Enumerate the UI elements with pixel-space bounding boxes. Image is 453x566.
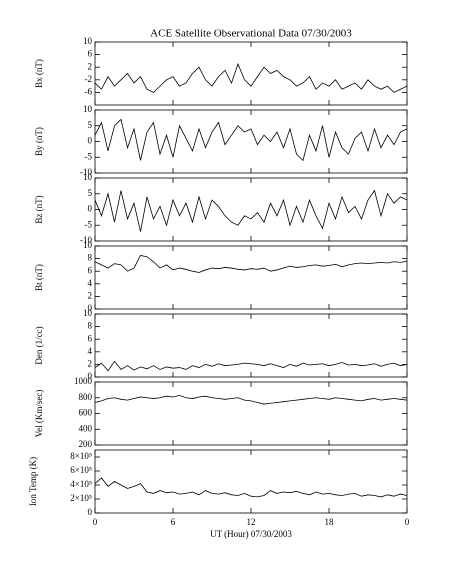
y-tick-label: 400 [79, 423, 93, 433]
y-tick-label: -5 [85, 219, 93, 229]
y-tick-label: -10 [80, 167, 92, 177]
y-axis-label: Bx (nT) [34, 59, 44, 88]
x-tick-label: 12 [247, 517, 256, 527]
y-tick-label: 10 [83, 104, 93, 114]
y-tick-label: 1000 [74, 376, 93, 386]
data-line [94, 118, 408, 162]
y-tick-label: -5 [85, 151, 93, 161]
y-tick-label: 600 [79, 408, 93, 418]
x-tick-label: 0 [93, 517, 98, 527]
x-tick-label: 18 [325, 517, 335, 527]
data-line [94, 62, 408, 93]
y-tick-label: 8 [88, 321, 93, 331]
panel-frame [94, 381, 408, 446]
y-tick-label: 800 [79, 392, 93, 402]
y-tick-label: 10 [83, 36, 93, 46]
y-tick-label: 2×10⁵ [70, 493, 92, 503]
y-tick-label: 0 [88, 371, 93, 381]
data-line [94, 255, 408, 273]
x-tick-label: 6 [171, 517, 176, 527]
y-tick-label: 6×10⁵ [70, 465, 92, 475]
y-tick-label: 8 [88, 253, 93, 263]
y-tick-label: 10 [83, 172, 93, 182]
y-tick-label: 200 [79, 439, 93, 449]
y-tick-label: -6 [85, 86, 93, 96]
y-tick-label: -10 [80, 235, 92, 245]
y-tick-label: 5 [88, 188, 93, 198]
y-axis-label: By (nT) [34, 127, 44, 156]
y-tick-label: 0 [88, 204, 93, 214]
y-axis-label: Bz (nT) [34, 195, 44, 223]
y-tick-label: 5 [88, 120, 93, 130]
y-axis-label: Bt (nT) [34, 264, 44, 291]
y-tick-label: 8×10⁵ [70, 451, 92, 461]
data-line [94, 189, 408, 232]
y-tick-label: -2 [85, 74, 93, 84]
y-tick-label: 10 [83, 240, 93, 250]
x-axis-label: UT (Hour) 07/30/2003 [210, 529, 292, 539]
chart-title: ACE Satellite Observational Data 07/30/2… [150, 28, 352, 40]
panel-frame [94, 41, 408, 106]
data-line [94, 360, 408, 372]
y-axis-label: Ion Temp (K) [28, 457, 38, 506]
y-axis-label: Vel (Km/sec) [34, 390, 44, 438]
y-tick-label: 0 [88, 507, 93, 517]
y-tick-label: 0 [88, 136, 93, 146]
y-tick-label: 4×10⁵ [70, 479, 92, 489]
y-tick-label: 10 [83, 308, 93, 318]
y-axis-label: Den (1/cc) [34, 326, 44, 364]
y-tick-label: 4 [88, 278, 93, 288]
x-tick-label: 0 [405, 517, 410, 527]
y-tick-label: 2 [88, 358, 93, 368]
y-tick-label: 6 [88, 265, 93, 275]
y-tick-label: 6 [88, 49, 93, 59]
y-tick-label: 4 [88, 346, 93, 356]
y-tick-label: 6 [88, 333, 93, 343]
data-line [94, 394, 408, 405]
panel-frame [94, 177, 408, 242]
data-line [94, 477, 408, 498]
panel-frame [94, 449, 408, 514]
panel-frame [94, 109, 408, 174]
y-tick-label: 0 [88, 303, 93, 313]
y-tick-label: 2 [88, 290, 93, 300]
y-tick-label: 2 [88, 61, 93, 71]
